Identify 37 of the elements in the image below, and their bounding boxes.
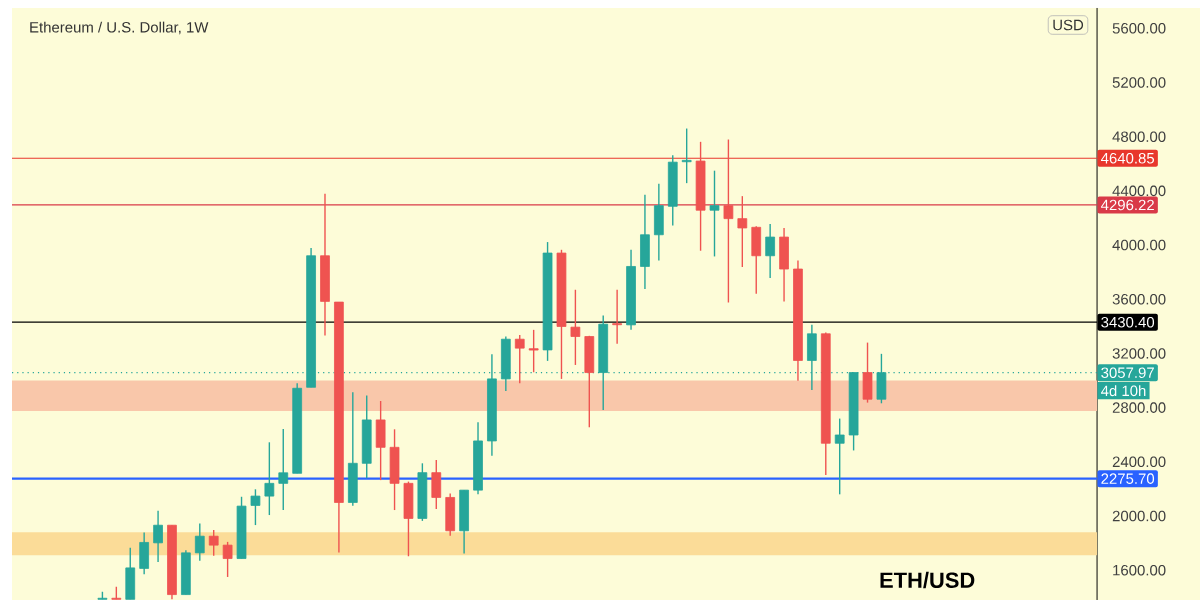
ref-line-label: 4296.22 [1100, 199, 1154, 211]
y-tick-label: 2400.00 [1112, 456, 1166, 468]
ref-line-label: 2275.70 [1101, 473, 1155, 485]
candlestick [737, 195, 748, 268]
candlestick [681, 128, 692, 185]
candlestick [612, 289, 622, 345]
candlestick [765, 223, 775, 280]
candlestick [834, 418, 845, 496]
y-tick-label: 4400.00 [1112, 185, 1166, 197]
candlestick [194, 523, 205, 562]
y-tick-label: 2000.00 [1112, 510, 1166, 522]
ref-line-label: 4640.85 [1100, 153, 1155, 164]
candlestick [264, 441, 275, 517]
annotation: ETH/USD [880, 572, 975, 589]
candlestick [723, 139, 734, 304]
candlestick [208, 529, 219, 557]
y-tick-label: 1600.00 [1113, 565, 1166, 576]
y-tick-label: 2800.00 [1112, 402, 1166, 414]
y-tick-label: 3600.00 [1112, 294, 1166, 305]
text: 4d 10h [1100, 385, 1146, 397]
candlestick [514, 334, 525, 385]
y-tick-label: 4000.00 [1112, 240, 1166, 251]
text: Ethereum / U.S. Dollar, 1W [30, 21, 209, 35]
candlestick [222, 541, 233, 578]
candlestick [278, 428, 289, 511]
y-axis-title: USD [1053, 19, 1084, 31]
candlestick [153, 510, 163, 563]
candlestick [709, 170, 720, 258]
y-tick-label: 5600.00 [1112, 23, 1166, 34]
y-tick-label: 5200.00 [1112, 77, 1166, 89]
candlestick [570, 289, 581, 366]
y-tick-label: 3200.00 [1112, 348, 1166, 359]
ref-line-label: 3057.97 [1101, 367, 1154, 379]
candlestick [528, 329, 539, 374]
candlestick [250, 488, 261, 527]
ref-line-label: 3430.40 [1101, 317, 1155, 328]
y-tick-label: 4800.00 [1112, 131, 1166, 143]
